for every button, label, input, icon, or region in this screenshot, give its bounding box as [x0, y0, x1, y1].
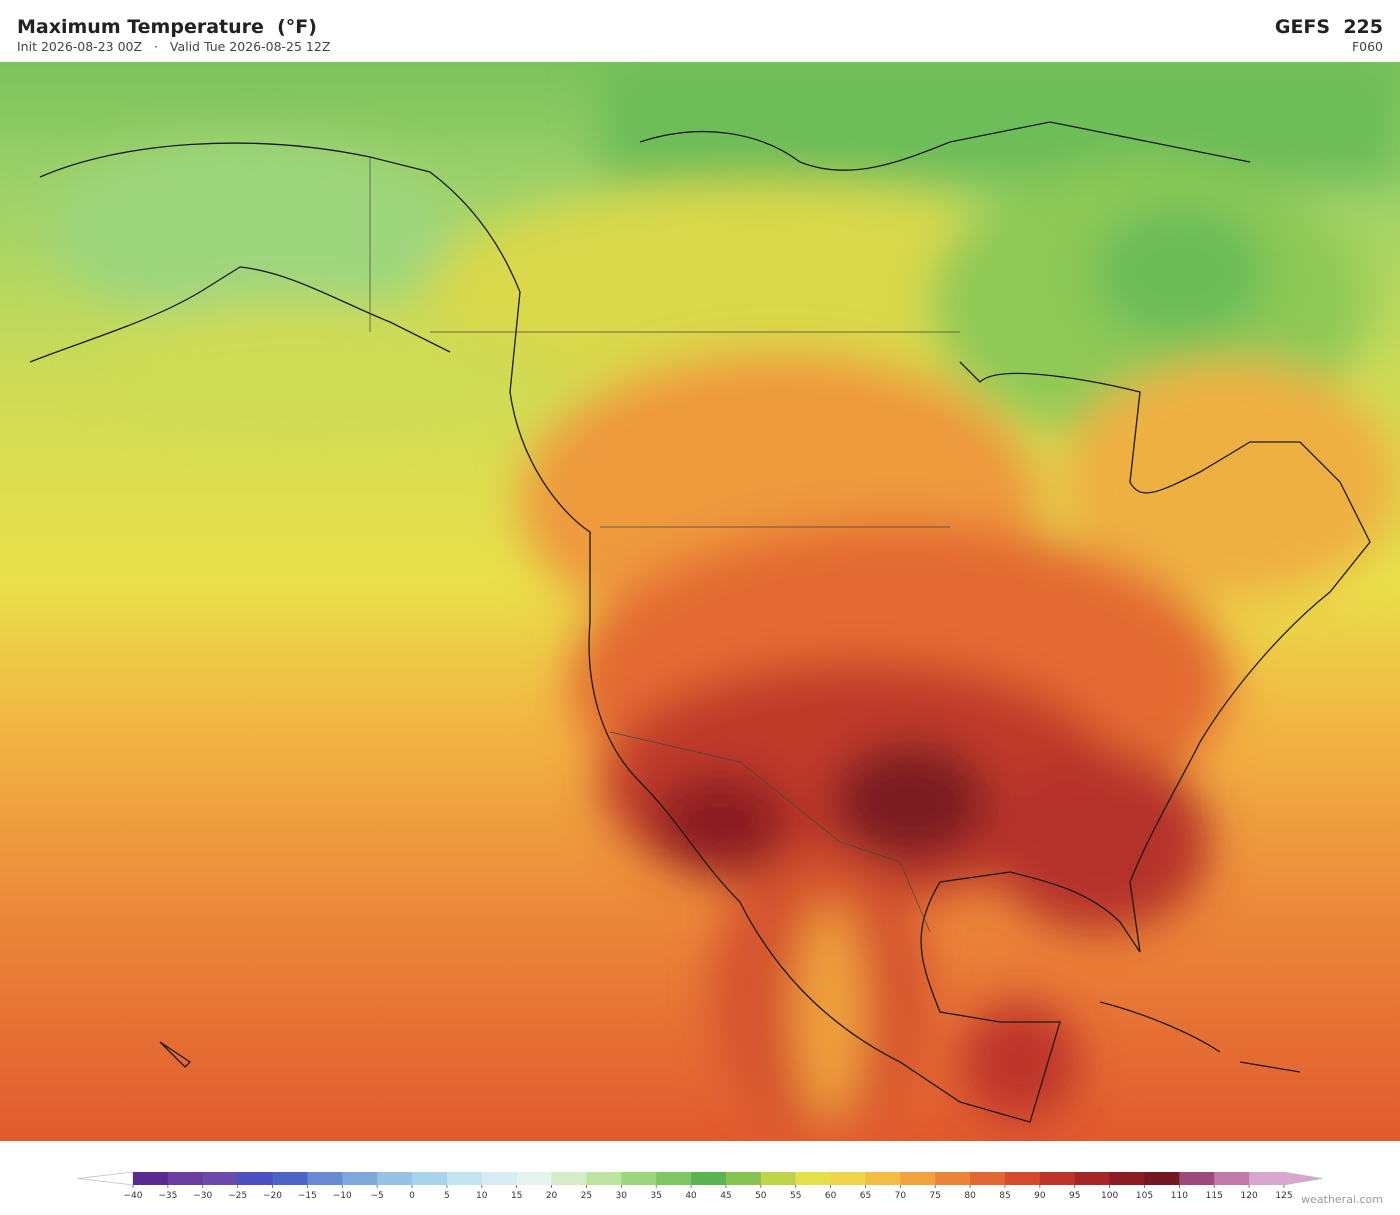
colorbar-bin	[691, 1172, 727, 1185]
tick-label: 20	[546, 1191, 558, 1201]
colorbar-bin	[516, 1172, 553, 1185]
tick-label: 70	[895, 1191, 907, 1201]
init-time: Init 2026-08-23 00Z	[17, 39, 143, 54]
colorbar-bin	[1109, 1172, 1145, 1185]
colorbar: −40 −35 −30 −25 −20 −15 −10 −5 0 5 10 15 20 25 30 35 40 4…	[77, 1171, 1323, 1201]
tick-label: 75	[929, 1191, 940, 1201]
tick-label: 35	[650, 1191, 661, 1201]
colorbar-bin	[1214, 1172, 1250, 1185]
tick-label: 95	[1069, 1191, 1080, 1201]
coastlines	[29, 121, 1371, 1123]
tick-label: −15	[298, 1191, 317, 1201]
separator: ·	[153, 39, 158, 54]
tick-label: 85	[999, 1191, 1010, 1201]
tick-label: 65	[860, 1191, 871, 1201]
colorbar-bin	[481, 1172, 518, 1185]
valid-time: Valid Tue 2026-08-25 12Z	[169, 39, 331, 54]
tick-label: −25	[228, 1191, 247, 1201]
colorbar-over	[1283, 1171, 1323, 1186]
colorbar-bin	[1179, 1172, 1215, 1185]
tick-label: 15	[511, 1191, 522, 1201]
tick-label: 45	[720, 1191, 731, 1201]
colorbar-bin	[1144, 1172, 1180, 1185]
model-label: GEFS 225	[1274, 16, 1383, 38]
colorbar-bin	[342, 1172, 378, 1185]
tick-label: 30	[616, 1191, 628, 1201]
colorbar-bin	[1039, 1172, 1076, 1185]
tick-label: 10	[476, 1191, 488, 1201]
colorbar-bin	[760, 1172, 797, 1185]
tick-label: 90	[1034, 1191, 1046, 1201]
colorbar-bin	[551, 1172, 587, 1185]
colorbar-bin	[935, 1172, 971, 1185]
colorbar-bin	[272, 1172, 308, 1185]
tick-label: 80	[964, 1191, 976, 1201]
colorbar-bin	[586, 1172, 622, 1185]
colorbar-bin	[621, 1172, 657, 1185]
tick-label: 55	[790, 1191, 801, 1201]
tick-label: 105	[1136, 1191, 1153, 1201]
colorbar-bin	[1074, 1172, 1111, 1185]
colorbar-bin	[656, 1172, 692, 1185]
tick-label: −35	[158, 1191, 177, 1201]
forecast-hour: F060	[1351, 39, 1383, 54]
tick-label: 120	[1241, 1191, 1258, 1201]
tick-label: −30	[193, 1191, 212, 1201]
colorbar-bin	[900, 1172, 936, 1185]
title: Maximum Temperature (°F)	[17, 16, 317, 38]
subtitle: Init 2026-08-23 00Z · Valid Tue 2026-08-…	[17, 39, 330, 54]
tick-label: −5	[371, 1191, 384, 1201]
colorbar-bin	[133, 1172, 169, 1185]
colorbar-bin	[1004, 1172, 1041, 1185]
borders	[369, 157, 960, 933]
tick-label: 0	[409, 1191, 415, 1201]
tick-label: 100	[1101, 1191, 1118, 1201]
temperature-field	[50, 62, 1400, 1132]
colorbar-bin	[725, 1172, 762, 1185]
colorbar-bin	[830, 1172, 866, 1185]
colorbar-bin	[446, 1172, 483, 1185]
colorbar-bin	[1249, 1172, 1285, 1185]
colorbar-bin	[167, 1172, 204, 1185]
tick-label: 5	[444, 1191, 450, 1201]
credit: weatherai.com	[1301, 1193, 1383, 1206]
colorbar-bin	[970, 1172, 1006, 1185]
colorbar-bin	[865, 1172, 901, 1185]
colorbar-bin	[237, 1172, 274, 1185]
colorbar-bin	[307, 1172, 343, 1185]
tick-label: 115	[1206, 1191, 1223, 1201]
colorbar-bin	[377, 1172, 413, 1185]
tick-label: −10	[333, 1191, 352, 1201]
tick-label: 25	[581, 1191, 592, 1201]
map	[0, 62, 1400, 1141]
tick-label: 50	[755, 1191, 767, 1201]
colorbar-bin	[795, 1172, 832, 1185]
tick-label: −40	[124, 1191, 143, 1201]
tick-label: 125	[1275, 1191, 1292, 1201]
colorbar-bin	[412, 1172, 448, 1185]
tick-label: −20	[263, 1191, 282, 1201]
colorbar-under	[77, 1171, 134, 1186]
tick-label: 110	[1171, 1191, 1188, 1201]
tick-label: 40	[685, 1191, 697, 1201]
colorbar-bin	[202, 1172, 239, 1185]
tick-label: 60	[825, 1191, 837, 1201]
